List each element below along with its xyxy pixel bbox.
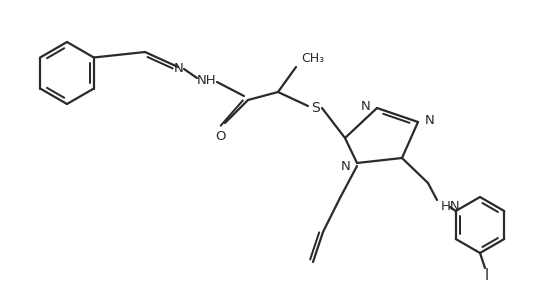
Text: N: N — [360, 99, 370, 112]
Text: N: N — [340, 160, 350, 173]
Text: S: S — [312, 101, 320, 115]
Text: CH₃: CH₃ — [301, 53, 324, 65]
Text: O: O — [216, 130, 226, 142]
Text: N: N — [174, 61, 184, 75]
Text: NH: NH — [197, 73, 217, 86]
Text: I: I — [485, 268, 489, 283]
Text: N: N — [425, 114, 435, 127]
Text: HN: HN — [441, 201, 461, 214]
